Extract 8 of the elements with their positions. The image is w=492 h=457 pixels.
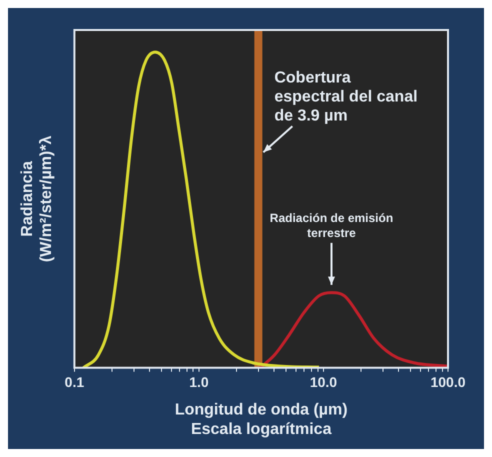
x-tick-label: 10.0	[310, 374, 338, 390]
y-axis-title: Radiancia (W/m²/ster/µm)*λ	[19, 136, 56, 262]
annotation: Radiación de emisión terrestre	[270, 210, 394, 240]
annotation: Cobertura espectral del canal de 3.9 µm	[274, 69, 418, 124]
x-axis-title: Longitud de onda (µm) Escala logarítmica	[174, 402, 348, 438]
x-tick-label: 0.1	[64, 374, 84, 390]
x-tick-label: 100.0	[430, 374, 466, 390]
x-tick-label: 1.0	[189, 374, 209, 390]
